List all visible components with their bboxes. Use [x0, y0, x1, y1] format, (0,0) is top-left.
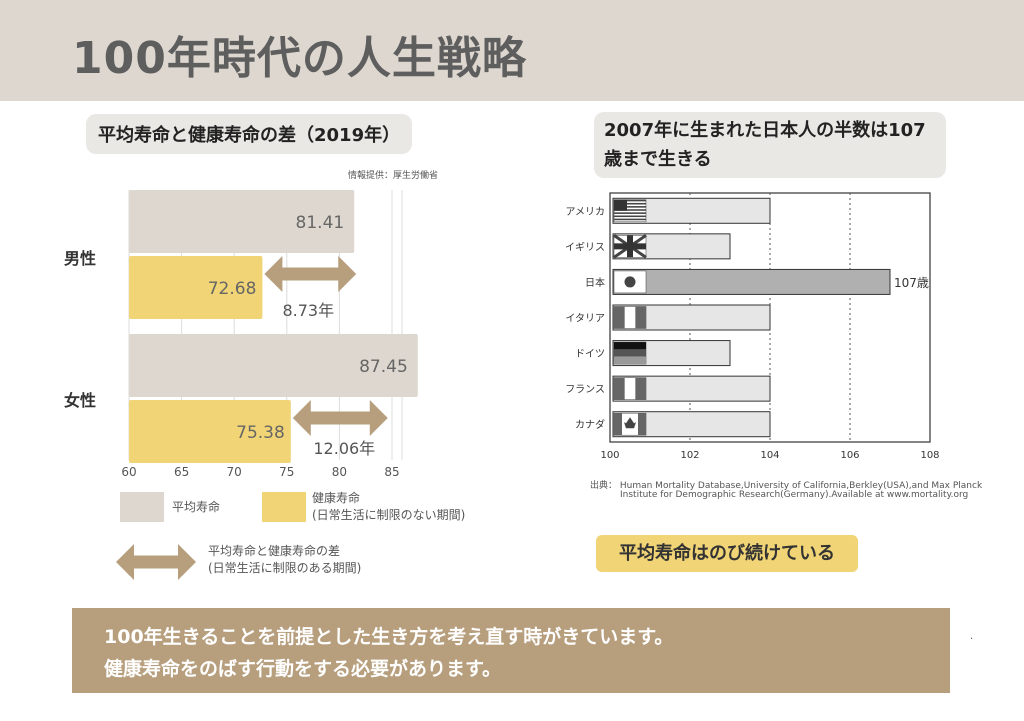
uk-flag-icon [613, 234, 647, 259]
left-diff-arrow-1 [292, 400, 388, 436]
flag-right-band [635, 377, 646, 400]
legend-diff-arrow-shape [116, 544, 196, 580]
flag-left-band [614, 306, 625, 329]
right-category-label-3: イタリア [565, 313, 605, 325]
usa-flag-icon [613, 199, 647, 223]
italy-flag-icon [613, 306, 647, 329]
legend-diff-arrow [116, 544, 196, 580]
right-category-label-5: フランス [565, 384, 605, 396]
left-avg-bar-0 [129, 190, 355, 253]
left-avg-value-0: 81.41 [296, 213, 345, 233]
right-xtick-label-102: 102 [680, 450, 699, 461]
left-healthy-value-1: 75.38 [236, 423, 285, 443]
right-category-label-1: イギリス [565, 241, 605, 253]
left-diff-label-1: 12.06年 [313, 439, 375, 458]
germany-bot [614, 356, 646, 365]
legend-healthy-line2: (日常生活に制限のない期間) [312, 508, 466, 522]
usa-stripe [614, 206, 646, 208]
legend-avg-swatch [120, 492, 164, 522]
right-xtick-label-108: 108 [920, 450, 939, 461]
flag-left-band [614, 377, 625, 400]
usa-canton [614, 199, 627, 211]
usa-stripe [614, 212, 646, 214]
trend-callout: 平均寿命はのび続けている [596, 535, 858, 572]
usa-stripe [614, 202, 646, 205]
footer-line-2: 健康寿命をのばす行動をする必要があります。 [104, 658, 502, 680]
footer-line-1: 100年生きることを前提とした生き方を考え直す時がきています。 [104, 626, 674, 648]
right-xtick-label-100: 100 [600, 450, 619, 461]
page-title: 100年時代の人生戦略 [72, 33, 527, 84]
right-bar-2 [612, 268, 891, 295]
left-category-label-0: 男性 [64, 249, 96, 268]
right-japan-annotation: 107歳 [894, 276, 929, 290]
france-flag-icon [613, 377, 647, 400]
right-category-label-6: カナダ [575, 418, 605, 431]
right-xtick-label-104: 104 [760, 450, 779, 461]
left-diff-arrow-0-shape [264, 256, 357, 292]
right-category-label-0: アメリカ [566, 206, 606, 218]
left-xtick-label-85: 85 [384, 465, 399, 479]
canada-leaf [624, 417, 636, 429]
left-xtick-label-65: 65 [174, 465, 189, 479]
canada-flag-icon [613, 412, 647, 436]
right-source-line1: 出典： Human Mortality Database,University … [590, 481, 983, 491]
uk-cross-h [614, 243, 646, 250]
left-healthy-value-0: 72.68 [208, 279, 257, 299]
germany-top [614, 342, 646, 350]
left-xtick-label-80: 80 [332, 465, 347, 479]
flag-right-band [635, 306, 646, 329]
canada-right [638, 413, 646, 436]
right-category-label-4: ドイツ [575, 349, 605, 360]
usa-stripe [614, 215, 646, 218]
footer-band: 100年生きることを前提とした生き方を考え直す時がきています。 健康寿命をのばす… [72, 608, 950, 693]
left-avg-bar-1 [129, 334, 418, 397]
left-source: 情報提供：厚生労働省 [348, 171, 439, 181]
left-healthy-bar-0 [129, 256, 263, 319]
germany-mid [614, 349, 646, 357]
left-diff-arrow-0 [264, 256, 357, 292]
right-source-line2: Institute for Demographic Research(Germa… [620, 490, 969, 500]
left-xtick-label-75: 75 [279, 465, 294, 479]
legend-avg-label: 平均寿命 [172, 500, 221, 514]
left-healthy-bar-1 [129, 400, 291, 463]
right-chart-title: 2007年に生まれた日本人の半数は107歳まで生きる [594, 112, 946, 178]
right-xtick-label-106: 106 [840, 450, 859, 461]
legend-healthy-label: 健康寿命 (日常生活に制限のない期間) [312, 490, 465, 524]
legend-healthy-swatch [262, 492, 306, 522]
usa-stripe [614, 199, 646, 202]
germany-flag-icon [613, 341, 647, 365]
stray-dot: · [970, 634, 974, 645]
left-chart-title: 平均寿命と健康寿命の差（2019年） [86, 114, 413, 154]
left-avg-value-1: 87.45 [359, 357, 408, 377]
header-band: 100年時代の人生戦略 [0, 0, 1024, 101]
legend-diff-line1: 平均寿命と健康寿命の差 [208, 544, 341, 558]
legend-diff-label: 平均寿命と健康寿命の差 (日常生活に制限のある期間) [208, 543, 361, 577]
left-diff-label-0: 8.73年 [282, 301, 334, 320]
legend-diff-line2: (日常生活に制限のある期間) [208, 561, 362, 575]
usa-stripe [614, 218, 646, 221]
left-diff-arrow-1-shape [292, 400, 388, 436]
japan-sun [624, 276, 636, 288]
canada-left [614, 413, 622, 436]
right-category-label-2: 日本 [585, 276, 605, 289]
left-xtick-label-70: 70 [227, 465, 242, 479]
legend-healthy-line1: 健康寿命 [312, 491, 361, 505]
japan-flag-icon [613, 270, 647, 294]
usa-stripe [614, 209, 646, 211]
left-category-label-1: 女性 [64, 391, 96, 410]
left-xtick-label-60: 60 [121, 465, 136, 479]
